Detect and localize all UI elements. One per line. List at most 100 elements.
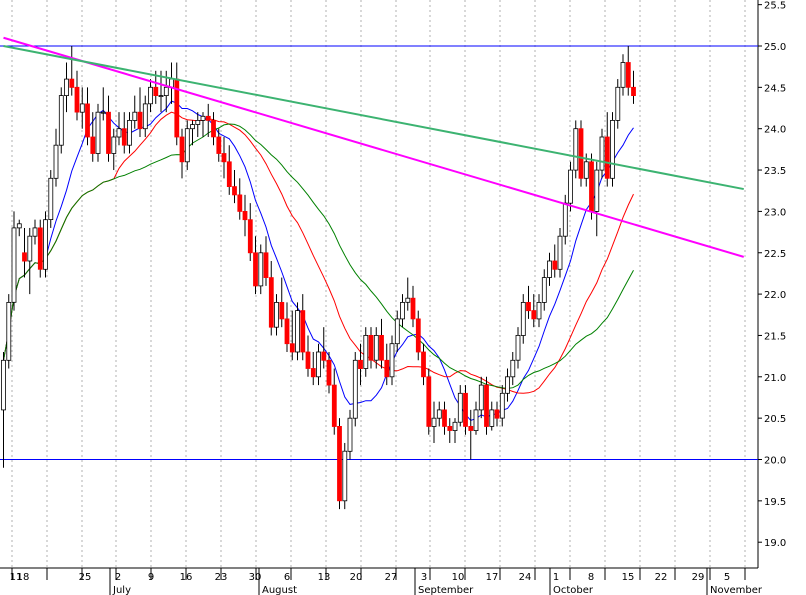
candle-73	[384, 343, 390, 386]
candle-87	[457, 385, 463, 427]
candle-110	[578, 120, 584, 187]
candle-body-72	[379, 334, 384, 361]
candle-body-85	[447, 425, 453, 431]
candle-70	[368, 327, 374, 369]
candle-83	[436, 401, 442, 427]
candle-body-21	[111, 136, 117, 154]
candle-body-26	[137, 111, 143, 130]
x-day-label-8: 6	[284, 572, 290, 583]
candle-64	[337, 418, 342, 510]
candle-body-102	[536, 301, 542, 320]
candle-body-64	[337, 425, 342, 502]
candle-85	[447, 418, 453, 443]
candle-120	[631, 70, 636, 104]
candle-body-24	[127, 120, 132, 146]
candle-body-105	[552, 260, 558, 270]
candle-14	[74, 70, 80, 121]
candle-body-66	[347, 417, 353, 452]
candle-body-88	[463, 392, 468, 427]
x-month-label-0: July	[112, 585, 131, 595]
candle-body-53	[279, 301, 285, 320]
candle-93	[489, 401, 495, 431]
candle-body-20	[106, 111, 111, 154]
candle-body-83	[436, 409, 442, 419]
candle-54	[284, 302, 290, 352]
candle-53	[279, 277, 285, 328]
candle-body-107	[562, 202, 568, 237]
candle-body-49	[258, 252, 264, 287]
candle-body-7	[37, 227, 43, 270]
candle-body-48	[253, 252, 258, 287]
candle-body-87	[457, 392, 463, 423]
candle-body-77	[405, 297, 411, 303]
candle-body-80	[421, 351, 426, 378]
candle-105	[552, 244, 558, 278]
candle-body-67	[352, 359, 358, 419]
candle-95	[499, 385, 505, 427]
candle-49	[258, 244, 264, 295]
candle-22	[116, 112, 122, 146]
candle-body-65	[342, 450, 348, 502]
candle-1	[6, 294, 12, 369]
candle-body-61	[321, 351, 327, 361]
candle-body-99	[520, 301, 526, 336]
candle-body-42	[221, 153, 227, 163]
candle-body-109	[573, 128, 579, 171]
candle-9	[48, 170, 54, 228]
candle-body-50	[263, 252, 269, 279]
y-tick-label-11: 24.5	[764, 83, 786, 94]
candle-36	[190, 120, 195, 146]
candle-40	[211, 112, 216, 146]
ma-long-line	[3, 123, 634, 389]
candle-89	[468, 409, 474, 460]
candle-39	[205, 103, 211, 137]
candle-79	[415, 310, 421, 361]
y-tick-label-7: 22.5	[764, 249, 786, 260]
candle-109	[573, 120, 579, 179]
candle-7	[37, 219, 43, 278]
candle-116	[610, 112, 615, 187]
x-axis-month-labels: July August September October November	[109, 568, 763, 595]
candle-body-19	[100, 111, 106, 114]
candle-74	[389, 335, 395, 386]
candle-body-118	[620, 62, 626, 88]
candle-body-41	[216, 136, 222, 154]
candle-body-115	[604, 136, 610, 179]
candle-52	[274, 294, 279, 336]
candle-body-94	[494, 409, 500, 419]
x-month-label-4: November	[710, 585, 763, 595]
candle-51	[268, 261, 274, 336]
candle-body-10	[53, 144, 59, 179]
candle-body-81	[426, 376, 432, 427]
candle-48	[253, 236, 258, 295]
candle-body-63	[331, 384, 337, 427]
y-tick-label-0: 19.0	[764, 538, 786, 549]
candle-body-57	[300, 310, 306, 353]
candle-body-59	[310, 368, 316, 378]
x-day-label-14: 17	[486, 572, 499, 583]
x-day-label-5: 16	[180, 572, 193, 583]
y-tick-label-5: 21.5	[764, 331, 786, 342]
candle-30	[158, 70, 164, 113]
candle-23	[121, 112, 127, 154]
candle-body-112	[589, 161, 594, 212]
candle-90	[473, 401, 479, 435]
x-day-label-3: 2	[115, 572, 121, 583]
candle-10	[53, 128, 59, 187]
x-day-label-13: 10	[452, 572, 465, 583]
candle-body-45	[237, 194, 243, 212]
candle-59	[310, 351, 316, 386]
x-day-label-6: 23	[215, 572, 228, 583]
candle-102	[536, 294, 542, 328]
x-day-label-16: 1	[553, 572, 559, 583]
candle-13	[69, 46, 75, 96]
candle-body-37	[195, 120, 201, 125]
candle-body-14	[74, 86, 80, 113]
candle-body-91	[478, 384, 484, 411]
candle-body-62	[326, 359, 332, 386]
candle-body-55	[289, 343, 295, 353]
candle-body-46	[242, 210, 248, 221]
x-month-label-3: October	[553, 585, 594, 595]
candle-115	[604, 112, 610, 187]
candle-body-92	[484, 384, 489, 427]
